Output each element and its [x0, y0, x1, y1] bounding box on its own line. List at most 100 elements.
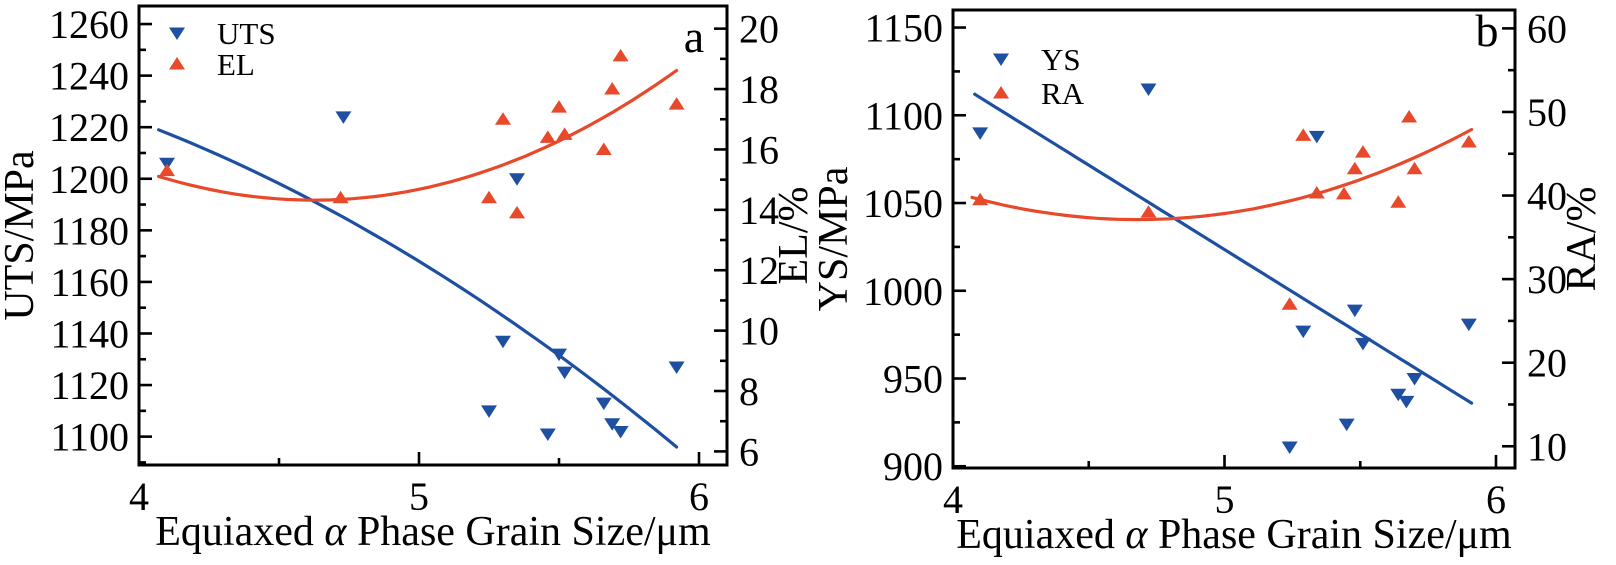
left-tick-label: 1100 [864, 93, 943, 138]
plot-frame [951, 8, 1517, 470]
right-tick-label: 6 [739, 429, 759, 474]
legend-label-ra: RA [1041, 76, 1085, 111]
el-marker [332, 190, 349, 204]
ra-trend-line [970, 127, 1474, 222]
x-axis-title: Equiaxed α Phase Grain Size/μm [155, 509, 711, 555]
left-tick-label: 1100 [50, 415, 129, 460]
axis-ticks [137, 22, 727, 465]
ys-marker [1140, 83, 1157, 96]
uts-marker [556, 366, 573, 380]
uts-marker [668, 361, 685, 375]
left-tick-label: 1240 [49, 54, 129, 99]
x-tick-label: 6 [689, 474, 709, 519]
series-uts [159, 111, 685, 442]
ys-marker [1398, 395, 1415, 409]
uts-marker [539, 428, 556, 442]
ra-marker [1308, 186, 1325, 199]
uts-marker [595, 397, 612, 411]
el-marker [509, 205, 525, 219]
uts-trend-line [157, 128, 679, 449]
legend-marker-uts [169, 27, 185, 40]
ra-marker [1354, 145, 1371, 158]
ys-marker [1406, 373, 1423, 386]
ys-marker [1390, 388, 1407, 402]
ys-trend-line [973, 92, 1474, 405]
ra-marker [1390, 195, 1407, 208]
ra-marker [1406, 161, 1423, 175]
uts-marker [604, 418, 621, 431]
ys-marker [1460, 318, 1477, 332]
ys-marker [972, 127, 989, 140]
x-axis-title-part: Equiaxed [155, 509, 324, 555]
panel-letter: b [1476, 5, 1499, 56]
x-axis-title-part: Equiaxed [956, 512, 1125, 558]
uts-marker [335, 111, 352, 124]
right-tick-label: 18 [739, 67, 779, 112]
ra-marker [1295, 128, 1312, 141]
ys-marker [1346, 304, 1363, 318]
series-el [159, 48, 685, 219]
ra-marker [1140, 205, 1157, 218]
right-tick-label: 14 [739, 188, 779, 233]
legend-marker-el [169, 57, 185, 70]
ra-marker [1460, 135, 1477, 148]
uts-marker [551, 348, 567, 362]
right-tick-label: 30 [1527, 257, 1567, 302]
el-marker [595, 142, 612, 155]
uts-marker [509, 173, 525, 186]
left-tick-label: 1220 [49, 105, 129, 150]
series-ys [972, 83, 1477, 454]
ys-marker [1338, 418, 1355, 432]
right-tick-label: 20 [739, 7, 779, 52]
right-tick-label: 50 [1527, 90, 1567, 135]
left-tick-label: 1140 [50, 311, 129, 356]
x-tick-label: 6 [1486, 477, 1506, 522]
axis-ticks [951, 26, 1515, 468]
left-tick-label: 1150 [864, 6, 943, 51]
right-tick-label: 60 [1527, 6, 1567, 51]
plot-frame [137, 4, 729, 467]
panel-a-chart: 4 5 61100112011401160118012001220124012606… [0, 2, 817, 555]
series-ra [972, 109, 1477, 310]
ra-marker [1346, 161, 1363, 175]
el-marker [556, 127, 573, 140]
left-tick-label: 1260 [49, 2, 129, 47]
right-tick-label: 10 [1527, 424, 1567, 469]
ra-marker [1401, 109, 1418, 123]
legend-label-uts: UTS [217, 16, 276, 51]
right-tick-label: 40 [1527, 174, 1567, 219]
el-marker [495, 112, 511, 125]
left-tick-label: 1160 [50, 260, 129, 305]
right-tick-label: 10 [739, 309, 779, 354]
legend-marker-ra [993, 86, 1009, 99]
left-axis-title: YS/MPa [811, 166, 857, 311]
x-tick-label: 5 [1214, 477, 1234, 522]
el-marker [481, 190, 497, 204]
x-axis-title-alpha: α [324, 509, 347, 555]
x-axis-title-part: Phase Grain Size/μm [1147, 512, 1512, 558]
legend-label-el: EL [217, 47, 255, 82]
panel-b-chart: 4 5 6 900 950 1000 1050 1100 1150 10 20 30 40 50 60 YS/… [811, 5, 1605, 558]
el-marker [604, 82, 621, 95]
right-tick-label: 20 [1527, 341, 1567, 386]
x-tick-label: 5 [409, 474, 429, 519]
el-marker [159, 163, 175, 177]
left-tick-label: 1050 [863, 181, 943, 226]
x-tick-label: 4 [943, 477, 963, 522]
left-tick-label: 1120 [50, 363, 129, 408]
x-axis-title-alpha: α [1125, 512, 1148, 558]
ra-marker [972, 192, 989, 206]
left-tick-label: 1000 [863, 269, 943, 314]
left-tick-label: 1180 [50, 208, 129, 253]
left-tick-label: 1200 [49, 157, 129, 202]
legend-marker-ys [993, 53, 1009, 66]
el-marker [539, 130, 556, 143]
right-tick-label: 12 [739, 248, 779, 293]
ys-marker [1354, 337, 1371, 351]
right-tick-label: 16 [739, 127, 779, 172]
uts-marker [612, 425, 629, 439]
el-marker [551, 100, 567, 113]
